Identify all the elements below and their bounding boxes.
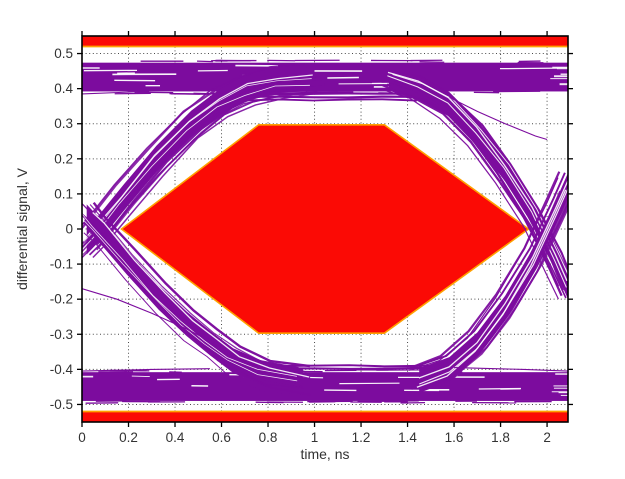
- x-tick-label: 1.6: [445, 430, 464, 445]
- x-tick-label: 1.8: [491, 430, 510, 445]
- x-axis-label: time, ns: [300, 446, 349, 462]
- x-tick-label: 0.2: [119, 430, 138, 445]
- y-axis-label: differential signal, V: [14, 167, 30, 290]
- x-tick-label: 2: [543, 430, 551, 445]
- y-tick-label: 0.1: [54, 186, 73, 201]
- y-tick-label: 0.2: [54, 151, 73, 166]
- signal-band: [82, 372, 568, 401]
- band-gap-streak: [132, 376, 150, 377]
- x-tick-label: 1.4: [398, 430, 417, 445]
- y-tick-label: -0.2: [50, 292, 73, 307]
- x-tick-label: 1: [311, 430, 319, 445]
- y-tick-label: 0.4: [54, 81, 73, 96]
- x-tick-label: 0: [78, 430, 86, 445]
- y-tick-label: 0.5: [54, 46, 73, 61]
- mask-top-bar: [82, 36, 568, 47]
- mask-bottom-bar: [82, 411, 568, 422]
- y-tick-label: 0.3: [54, 116, 73, 131]
- x-tick-label: 1.2: [352, 430, 371, 445]
- y-tick-label: 0: [65, 222, 73, 237]
- y-tick-label: -0.1: [50, 257, 73, 272]
- x-tick-label: 0.4: [166, 430, 185, 445]
- y-tick-label: -0.4: [50, 362, 74, 377]
- x-tick-label: 0.6: [212, 430, 231, 445]
- y-tick-label: -0.3: [50, 327, 73, 342]
- x-tick-label: 0.8: [259, 430, 278, 445]
- y-tick-label: -0.5: [50, 397, 73, 412]
- signal-band: [82, 63, 568, 92]
- band-gap-streak: [500, 68, 558, 69]
- mask-hexagon: [122, 125, 529, 333]
